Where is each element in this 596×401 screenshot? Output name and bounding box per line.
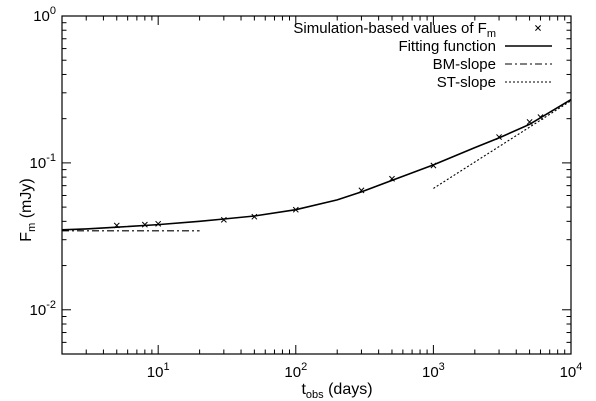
tick-labels: 101 102 103 104 10-2 10-1 100 [30, 5, 583, 381]
y-tick-label: 10-2 [30, 299, 56, 319]
x-axis-title: tobs (days) [301, 381, 372, 401]
series-line-fitting-function [61, 98, 572, 231]
legend-label: ST-slope [437, 74, 496, 91]
x-tick-label: 102 [284, 361, 307, 381]
y-tick-label: 100 [33, 5, 56, 25]
x-axis-title-rest: (days) [324, 381, 373, 398]
legend-entry: Simulation-based values of Fm [293, 20, 541, 40]
plot-frame [61, 15, 572, 355]
y-axis-title-base: F [18, 232, 35, 242]
x-axis-title-base: t [301, 381, 306, 398]
x-tick-label: 101 [147, 361, 170, 381]
series-layer [61, 98, 572, 232]
x-tick-label: 104 [560, 361, 583, 381]
legend-entry: ST-slope [437, 74, 552, 91]
x-axis-title-sub: obs [306, 389, 324, 401]
series-line-st-slope [433, 100, 572, 189]
legend-marker-x [535, 25, 541, 31]
legend-entry: BM-slope [433, 56, 552, 73]
legend-label: Fitting function [398, 38, 496, 55]
y-axis-title: Fm (mJy) [18, 178, 38, 241]
axes [61, 15, 572, 355]
y-axis-title-sub: m [26, 223, 38, 232]
legend-label: BM-slope [433, 56, 496, 73]
legend-entry: Fitting function [398, 38, 552, 55]
ticks [61, 15, 572, 355]
y-tick-label: 10-1 [30, 152, 56, 172]
x-tick-label: 103 [422, 361, 445, 381]
legend-label: Simulation-based values of Fm [293, 20, 496, 40]
y-axis-title-rest: (mJy) [18, 178, 35, 222]
